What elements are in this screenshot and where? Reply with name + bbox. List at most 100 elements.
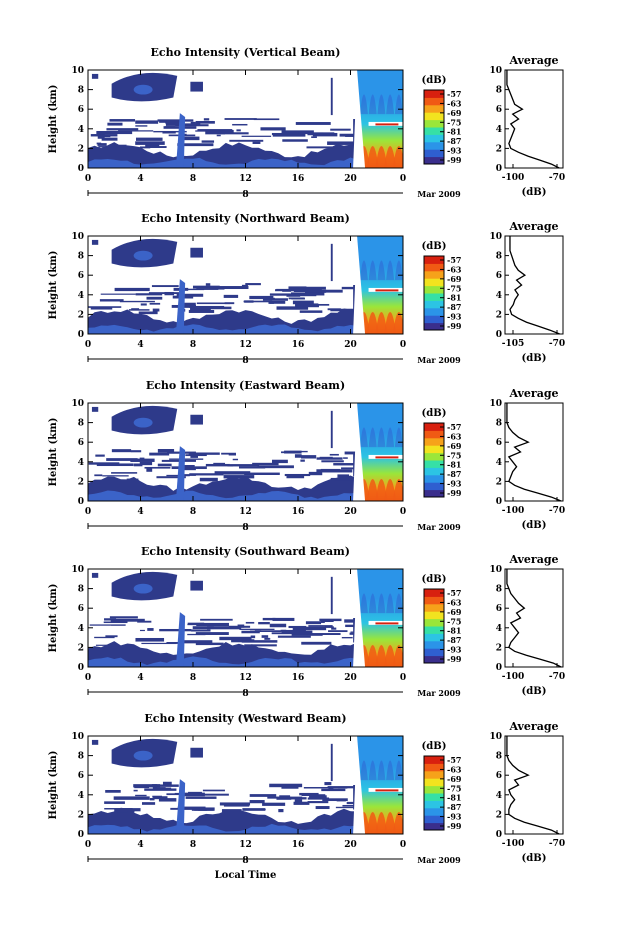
colorbar-segment — [424, 785, 444, 794]
y-tick-label: 6 — [78, 105, 84, 115]
avg-y-tick-label: 0 — [496, 830, 502, 840]
y-tick-label: 0 — [78, 663, 84, 673]
echo-patch — [183, 465, 195, 469]
echo-patch — [269, 293, 299, 296]
x-tick-label: 8 — [190, 174, 196, 184]
echo-patch — [190, 580, 203, 591]
echo-patch — [271, 459, 288, 464]
echo-patch — [262, 802, 286, 806]
rain-cell — [392, 145, 403, 168]
x-tick-label: 4 — [137, 673, 143, 683]
x-tick-label: 4 — [137, 340, 143, 350]
convective-plume — [175, 113, 186, 168]
x-tick-label: 16 — [292, 507, 305, 517]
echo-patch — [180, 468, 196, 471]
colorbar-tick-label: -87 — [447, 136, 461, 146]
x-tick-label: 4 — [137, 507, 143, 517]
echo-patch — [221, 809, 242, 813]
echo-patch — [292, 300, 314, 305]
echo-patch — [316, 289, 343, 293]
rain-streak — [386, 760, 395, 781]
echo-patch — [315, 806, 330, 810]
colorbar-tick-label: -57 — [447, 89, 461, 99]
echo-patch — [306, 633, 341, 636]
month-label: Mar 2009 — [417, 855, 461, 865]
echo-patch — [308, 625, 333, 627]
echo-patch — [195, 632, 229, 635]
avg-x-tick-label: -70 — [549, 839, 565, 849]
echo-patch — [252, 462, 279, 466]
upper-cloud-core — [133, 417, 153, 428]
rain-streak — [377, 593, 386, 614]
colorbar-unit: (dB) — [422, 241, 447, 252]
echo-patch — [146, 296, 163, 300]
y-axis-label: Height (km) — [48, 251, 59, 320]
echo-patch — [288, 286, 307, 290]
rain-cell — [392, 311, 403, 334]
y-tick-label: 6 — [78, 271, 84, 281]
echo-patch — [123, 808, 141, 812]
colorbar-tick-label: -81 — [447, 293, 461, 303]
upper-cloud-core — [133, 250, 153, 261]
colorbar-tick-label: -69 — [447, 441, 462, 451]
echo-patch — [141, 802, 156, 805]
echo-patch — [214, 471, 251, 475]
x-tick-label: 0 — [400, 673, 406, 683]
echo-patch — [330, 77, 333, 116]
echo-patch — [135, 637, 165, 642]
month-label: Mar 2009 — [417, 189, 461, 199]
colorbar-unit: (dB) — [422, 741, 447, 752]
avg-y-tick-label: 2 — [496, 810, 502, 820]
average-xlabel: (dB) — [522, 353, 547, 364]
average-profile-line — [506, 569, 562, 668]
echo-patch — [137, 620, 152, 623]
x-tick-label: 4 — [137, 174, 143, 184]
rain-cell — [366, 478, 379, 501]
average-frame — [504, 735, 564, 835]
echo-patch — [177, 806, 206, 810]
avg-y-tick-label: 10 — [489, 232, 502, 242]
colorbar-segment — [424, 756, 444, 764]
colorbar-segment — [424, 437, 444, 446]
echo-patch — [282, 289, 292, 292]
date-label: 8 — [242, 356, 248, 366]
echo-patch — [151, 784, 179, 787]
echo-patch — [135, 137, 163, 141]
colorbar-segment — [424, 452, 444, 461]
echo-patch — [257, 465, 294, 469]
echo-patch — [91, 406, 99, 412]
echo-patch — [194, 807, 207, 811]
echo-patch — [109, 616, 138, 619]
echo-patch — [199, 477, 218, 482]
echo-patch — [281, 130, 314, 134]
echo-patch — [278, 809, 284, 813]
colorbar-tick-label: -75 — [447, 117, 461, 127]
rain-cell — [384, 145, 397, 168]
echo-patch — [91, 239, 99, 245]
rain-cell — [392, 478, 403, 501]
y-tick-label: 8 — [78, 752, 84, 762]
echo-patch — [254, 630, 282, 633]
colorbar-segment — [424, 815, 444, 824]
x-tick-label: 20 — [344, 340, 357, 350]
date-label: 8 — [242, 689, 248, 699]
echo-patch — [295, 122, 331, 125]
echo-patch — [149, 797, 155, 801]
rain-streak — [386, 427, 395, 448]
echo-patch — [190, 747, 203, 758]
echo-patch — [126, 478, 139, 481]
average-profile-line — [509, 236, 560, 335]
echo-patch — [97, 143, 107, 146]
echo-patch — [216, 134, 221, 137]
date-label: 8 — [242, 190, 248, 200]
echo-patch — [277, 635, 311, 638]
echo-patch — [185, 796, 217, 799]
echo-patch — [179, 474, 196, 476]
rain-streak — [377, 427, 386, 448]
average-profile-line — [506, 736, 560, 835]
avg-y-tick-label: 2 — [496, 477, 502, 487]
y-tick-label: 6 — [78, 604, 84, 614]
echo-patch — [147, 628, 154, 631]
colorbar-tick-label: -75 — [447, 783, 461, 793]
colorbar-tick-label: -57 — [447, 255, 461, 265]
